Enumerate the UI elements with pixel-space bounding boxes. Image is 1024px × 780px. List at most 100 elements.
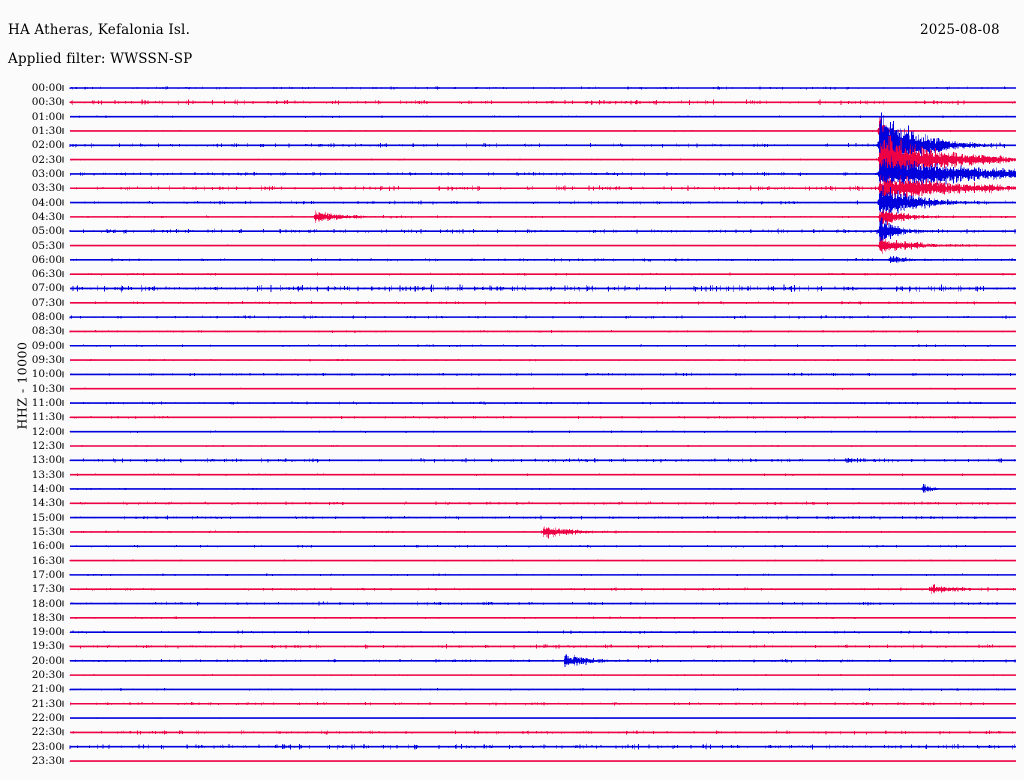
time-label-1630: 16:30 bbox=[31, 554, 62, 567]
trace-row-2330 bbox=[69, 760, 1016, 762]
time-label-0430: 04:30 bbox=[31, 210, 62, 223]
trace-row-1030 bbox=[70, 387, 1016, 390]
trace-row-0030 bbox=[69, 99, 1016, 106]
trace-waveform bbox=[72, 185, 1017, 224]
time-label-0730: 07:30 bbox=[31, 296, 62, 309]
trace-row-0700 bbox=[69, 284, 1016, 293]
trace-waveform bbox=[69, 760, 1015, 762]
trace-waveform bbox=[69, 654, 1016, 668]
trace-row-0130 bbox=[70, 117, 1016, 144]
trace-row-0600 bbox=[70, 256, 1017, 263]
trace-waveform bbox=[70, 372, 1015, 377]
trace-row-0000 bbox=[69, 86, 1016, 90]
time-label-1800: 18:00 bbox=[31, 597, 62, 610]
trace-waveform bbox=[71, 584, 1017, 595]
time-label-0530: 05:30 bbox=[31, 239, 62, 252]
trace-row-1930 bbox=[69, 644, 1017, 649]
trace-row-0100 bbox=[70, 115, 1016, 118]
trace-waveform bbox=[70, 156, 1017, 192]
trace-waveform bbox=[69, 112, 1017, 177]
time-label-1200: 12:00 bbox=[31, 425, 62, 438]
time-label-2130: 21:30 bbox=[31, 697, 62, 710]
trace-waveform bbox=[70, 473, 1008, 476]
trace-waveform bbox=[69, 743, 1015, 750]
trace-row-1300 bbox=[69, 457, 1016, 463]
trace-row-0300 bbox=[70, 156, 1017, 192]
time-label-1430: 14:30 bbox=[31, 497, 62, 510]
time-label-0330: 03:30 bbox=[31, 182, 62, 195]
trace-waveform bbox=[69, 86, 1014, 90]
time-label-0830: 08:30 bbox=[31, 325, 62, 338]
time-label-0600: 06:00 bbox=[31, 253, 62, 266]
trace-waveform bbox=[69, 644, 1017, 649]
trace-row-0800 bbox=[69, 315, 1016, 319]
trace-row-0730 bbox=[70, 301, 1017, 305]
time-label-1130: 11:30 bbox=[31, 411, 62, 424]
trace-waveform bbox=[70, 401, 1014, 405]
trace-row-0200 bbox=[69, 112, 1017, 177]
trace-waveform bbox=[71, 601, 1014, 606]
trace-row-0900 bbox=[69, 344, 1016, 348]
time-label-0500: 05:00 bbox=[31, 225, 62, 238]
time-label-1530: 15:30 bbox=[31, 525, 62, 538]
trace-row-1700 bbox=[69, 573, 1016, 577]
trace-row-0630 bbox=[69, 272, 1016, 276]
time-label-2300: 23:00 bbox=[31, 740, 62, 753]
trace-waveform bbox=[70, 616, 1014, 620]
trace-waveform bbox=[69, 415, 1015, 420]
trace-row-1430 bbox=[69, 501, 1016, 506]
trace-row-2030 bbox=[69, 674, 1016, 677]
trace-waveform bbox=[69, 573, 1015, 577]
station-title: HA Atheras, Kefalonia Isl. bbox=[8, 22, 191, 38]
trace-row-1500 bbox=[70, 515, 1017, 520]
trace-row-1830 bbox=[70, 616, 1016, 620]
time-label-0030: 00:30 bbox=[31, 96, 62, 109]
time-axis-labels: 00:00 00:30 01:00 01:30 02:00 02:30 03:00 03:30… bbox=[0, 0, 62, 780]
time-label-1500: 15:00 bbox=[31, 511, 62, 524]
time-label-2230: 22:30 bbox=[31, 726, 62, 739]
trace-waveform bbox=[69, 501, 1014, 506]
trace-row-1630 bbox=[69, 559, 1016, 562]
time-label-1730: 17:30 bbox=[31, 583, 62, 596]
time-label-0400: 04:00 bbox=[31, 196, 62, 209]
applied-filter-label: Applied filter: WWSSN-SP bbox=[8, 51, 193, 67]
trace-waveform bbox=[69, 687, 1017, 691]
time-label-2200: 22:00 bbox=[31, 712, 62, 725]
trace-waveform bbox=[70, 175, 1017, 202]
trace-row-2130 bbox=[70, 701, 1016, 706]
time-label-2030: 20:30 bbox=[31, 669, 62, 682]
time-label-1300: 13:00 bbox=[31, 454, 62, 467]
trace-row-2200 bbox=[70, 717, 1017, 719]
trace-row-0430 bbox=[70, 209, 1016, 227]
time-label-1030: 10:30 bbox=[31, 382, 62, 395]
time-label-1600: 16:00 bbox=[31, 540, 62, 553]
record-date: 2025-08-08 bbox=[920, 22, 1000, 38]
trace-row-0930 bbox=[70, 358, 1017, 362]
trace-waveform bbox=[71, 256, 1017, 263]
time-label-0000: 00:00 bbox=[31, 82, 62, 94]
trace-waveform bbox=[76, 526, 1013, 539]
trace-waveform bbox=[69, 217, 1016, 247]
time-label-0130: 01:30 bbox=[31, 124, 62, 137]
trace-waveform bbox=[69, 559, 1014, 562]
time-label-2330: 23:30 bbox=[31, 755, 62, 768]
time-label-0300: 03:00 bbox=[31, 167, 62, 180]
trace-waveform bbox=[77, 237, 1015, 254]
trace-row-1100 bbox=[70, 401, 1016, 405]
trace-row-2000 bbox=[69, 654, 1016, 668]
time-label-0930: 09:30 bbox=[31, 354, 62, 367]
time-label-1400: 14:00 bbox=[31, 482, 62, 495]
trace-row-1400 bbox=[69, 483, 1016, 493]
trace-row-1530 bbox=[70, 526, 1016, 539]
trace-row-0230 bbox=[70, 135, 1017, 184]
trace-row-1330 bbox=[70, 473, 1016, 476]
trace-row-1800 bbox=[70, 601, 1016, 606]
time-label-0800: 08:00 bbox=[31, 311, 62, 324]
trace-waveform bbox=[73, 717, 1017, 719]
time-label-0630: 06:30 bbox=[31, 268, 62, 281]
trace-row-1000 bbox=[70, 372, 1016, 377]
time-label-2000: 20:00 bbox=[31, 654, 62, 667]
trace-waveform bbox=[69, 344, 1014, 348]
